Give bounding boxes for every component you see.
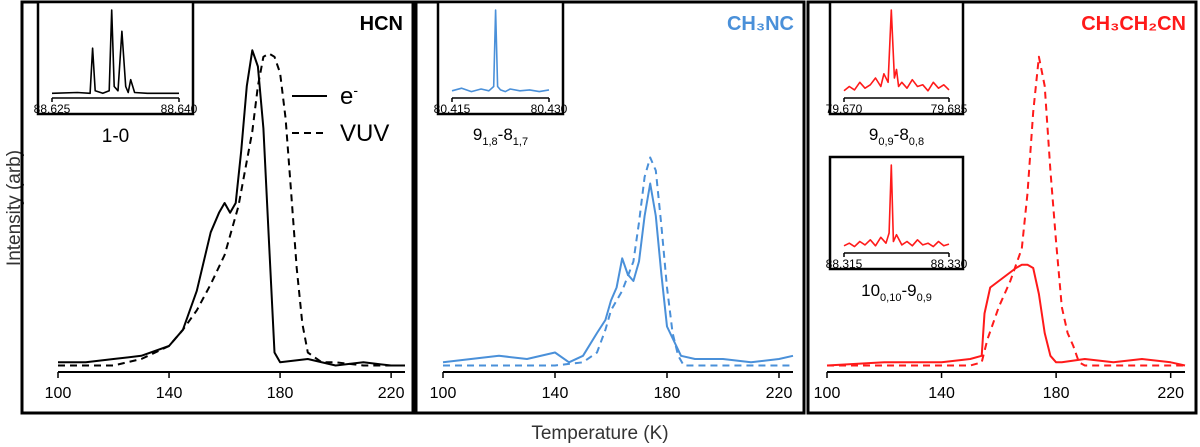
inset-label-part: 0,9 (917, 292, 932, 304)
inset-spectrum (843, 9, 950, 92)
inset-xmax: 88.640 (161, 102, 198, 116)
inset-xmin: 88.315 (826, 257, 863, 271)
inset-spectrum (51, 9, 179, 95)
panels: 100 140 180 220 HCN e- VUV 88.625 88.640 1-0 100 14… (20, 0, 1198, 415)
inset-xmax: 80.430 (531, 102, 568, 116)
x-tick-label: 100 (430, 385, 457, 402)
inset-label-part: 0,10 (880, 292, 901, 304)
x-tick-label: 100 (814, 385, 841, 402)
series-line-vuv (58, 52, 405, 367)
inset-label-part: -8 (498, 125, 513, 144)
panel-frame (806, 0, 1198, 415)
inset-xmin: 88.625 (34, 102, 71, 116)
inset-frame (36, 0, 195, 116)
inset-xmax: 79.685 (931, 102, 968, 116)
legend-solid-text: e (340, 83, 353, 110)
inset-2: 88.315 88.330 (826, 155, 968, 271)
inset-label-part: 0,9 (878, 136, 893, 148)
inset-transition-label: 90,9-80,8 (869, 125, 924, 148)
inset-1: 80.415 80.430 (434, 0, 568, 116)
x-tick-label: 220 (766, 385, 793, 402)
inset-label-part: 10 (861, 281, 880, 300)
x-tick-label: 140 (928, 385, 955, 402)
x-tick-label: 220 (1157, 385, 1184, 402)
y-axis-label: Intensity (arb) (4, 150, 25, 266)
inset-1: 79.670 79.685 (826, 0, 968, 116)
panel-1: 100 140 180 220 HCN e- VUV 88.625 88.640 1-0 (20, 0, 415, 415)
x-tick-label: 180 (267, 385, 294, 402)
inset-frame (436, 0, 565, 116)
inset-label-part: 1,7 (513, 136, 528, 148)
x-axis-label: Temperature (K) (531, 423, 668, 444)
legend-solid-label: e- (340, 82, 358, 110)
inset-frame (828, 0, 965, 116)
inset-transition-label: 100,10-90,9 (861, 281, 932, 304)
inset-spectrum (451, 9, 550, 93)
inset-label-part: 1,8 (482, 136, 497, 148)
x-tick-label: 220 (378, 385, 405, 402)
x-tick-label: 140 (156, 385, 183, 402)
series-line-e (826, 263, 1186, 367)
panel-title: CH₃CH₂CN (1081, 13, 1186, 35)
series-line-vuv (443, 156, 793, 367)
inset-transition-label: 1-0 (102, 126, 129, 147)
legend-solid-sup: - (353, 82, 358, 98)
inset-xmin: 79.670 (826, 102, 863, 116)
x-tick-label: 140 (542, 385, 569, 402)
inset-label-part: 9 (473, 125, 482, 144)
legend-dashed-label: VUV (340, 120, 389, 147)
inset-xmin: 80.415 (434, 102, 471, 116)
inset-label-part: -9 (901, 281, 916, 300)
inset-spectrum (843, 164, 950, 248)
inset-label-part: -8 (894, 125, 909, 144)
series-line-vuv (827, 55, 1185, 367)
series-line-e (442, 182, 794, 364)
panel-title: HCN (360, 13, 403, 35)
inset-1: 88.625 88.640 (34, 0, 198, 116)
inset-frame (828, 155, 965, 271)
panel-frame (20, 0, 415, 415)
inset-xmax: 88.330 (931, 257, 968, 271)
inset-label-part: 9 (869, 125, 878, 144)
inset-transition-label: 91,8-81,7 (473, 125, 528, 148)
inset-label-part: 0,8 (909, 136, 924, 148)
x-tick-label: 180 (654, 385, 681, 402)
x-tick-label: 180 (1043, 385, 1070, 402)
x-tick-label: 100 (45, 385, 72, 402)
panel-title: CH₃NC (727, 13, 794, 35)
panel-frame (414, 0, 806, 415)
